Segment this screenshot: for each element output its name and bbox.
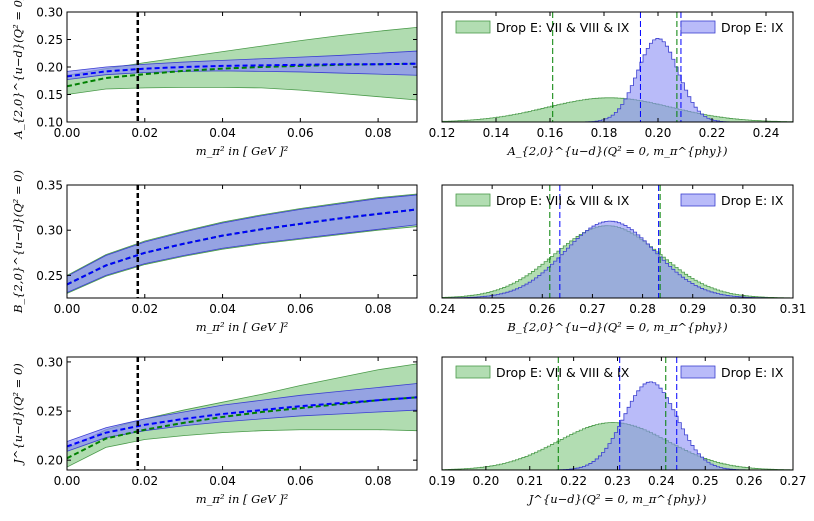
- y-tick-label: 0.10: [36, 116, 63, 130]
- panel-b-histogram: 0.24 0.25 0.26 0.27 0.28 0.29 0.30 0.31 B_{2,0}^…: [429, 184, 807, 334]
- x-tick-label: 0.20: [645, 126, 672, 140]
- x-tick-label: 0.25: [479, 302, 506, 316]
- legend-label: Drop E: VII & VIII & IX: [496, 20, 630, 35]
- y-tick-label: 0.25: [36, 405, 63, 419]
- y-tick-label: 0.30: [36, 6, 63, 20]
- x-tick-label: 0.08: [365, 126, 392, 140]
- legend-swatch-blue: [680, 193, 716, 207]
- blue-histogram: [442, 38, 793, 122]
- panel-a-vs-mpi2: 0.00 0.02 0.04 0.06 0.08 0.10 0.15 0.20 0.25 0.30…: [11, 0, 418, 158]
- x-tick-label: 0.14: [483, 126, 510, 140]
- x-tick-label: 0.00: [54, 474, 81, 488]
- x-tick-label: 0.24: [429, 302, 456, 316]
- x-axis-label: m_π² in [ GeV ]²: [196, 144, 289, 158]
- blue-fit-line: [67, 62, 417, 78]
- legend-label: Drop E: IX: [721, 193, 784, 208]
- legend-label: Drop E: VII & VIII & IX: [496, 193, 630, 208]
- x-tick-label: 0.00: [54, 126, 81, 140]
- axes-frame: [441, 11, 794, 123]
- x-axis-label: J^{u−d}(Q² = 0, m_π^{phy}): [527, 492, 707, 506]
- blue-histogram: [442, 220, 793, 298]
- axes-frame: [66, 184, 418, 299]
- x-tick-label: 0.22: [560, 474, 587, 488]
- x-tick-label: 0.18: [591, 126, 618, 140]
- y-tick-label: 0.15: [36, 88, 63, 102]
- x-tick-label: 0.26: [529, 302, 556, 316]
- y-tick-label: 0.35: [36, 179, 63, 193]
- y-tick-label: 0.30: [36, 224, 63, 238]
- x-tick-label: 0.08: [365, 474, 392, 488]
- x-tick-label: 0.23: [604, 474, 631, 488]
- y-tick-label: 0.20: [36, 454, 63, 468]
- y-axis-label: J^{u−d}(Q² = 0): [11, 363, 25, 466]
- x-tick-label: 0.26: [736, 474, 763, 488]
- x-tick-label: 0.04: [209, 302, 236, 316]
- x-tick-label: 0.24: [648, 474, 675, 488]
- y-tick-label: 0.20: [36, 61, 63, 75]
- x-axis-label: m_π² in [ GeV ]²: [196, 492, 289, 506]
- x-tick-label: 0.28: [629, 302, 656, 316]
- x-tick-label: 0.08: [365, 302, 392, 316]
- x-tick-label: 0.16: [537, 126, 564, 140]
- legend-swatch-green: [455, 193, 491, 207]
- axes-frame: [66, 356, 418, 471]
- y-tick-label: 0.25: [36, 33, 63, 47]
- x-axis-label: m_π² in [ GeV ]²: [196, 320, 289, 334]
- x-tick-label: 0.06: [287, 302, 314, 316]
- x-tick-label: 0.02: [131, 302, 158, 316]
- x-tick-label: 0.04: [209, 474, 236, 488]
- axes-frame: [441, 184, 794, 299]
- x-tick-label: 0.04: [209, 126, 236, 140]
- legend-swatch-blue: [680, 20, 716, 34]
- y-axis-label: B_{2,0}^{u−d}(Q² = 0): [11, 170, 25, 314]
- legend-swatch-green: [455, 20, 491, 34]
- panel-j-histogram: 0.19 0.20 0.21 0.22 0.23 0.24 0.25 0.26 0.27 J^{u…: [429, 356, 807, 506]
- x-tick-label: 0.21: [516, 474, 543, 488]
- blue-band: [67, 194, 417, 294]
- x-axis-label: A_{2,0}^{u−d}(Q² = 0, m_π^{phy}): [507, 144, 728, 158]
- panel-a-histogram: 0.12 0.14 0.16 0.18 0.20 0.22 0.24 A_{2,0}^{u−d…: [429, 11, 794, 158]
- blue-fit-line: [67, 396, 417, 448]
- legend-label: Drop E: VII & VIII & IX: [496, 365, 630, 380]
- y-tick-label: 0.25: [36, 269, 63, 283]
- legend-label: Drop E: IX: [721, 20, 784, 35]
- x-tick-label: 0.25: [692, 474, 719, 488]
- x-tick-label: 0.19: [429, 474, 456, 488]
- x-axis-label: B_{2,0}^{u−d}(Q² = 0, m_π^{phy}): [506, 320, 727, 334]
- x-tick-label: 0.12: [429, 126, 456, 140]
- legend-label: Drop E: IX: [721, 365, 784, 380]
- x-tick-label: 0.20: [473, 474, 500, 488]
- y-axis-label: A_{2,0}^{u−d}(Q² = 0): [11, 0, 25, 139]
- panel-b-vs-mpi2: 0.00 0.02 0.04 0.06 0.08 0.25 0.30 0.35 m_π² in …: [11, 170, 418, 334]
- legend-swatch-blue: [680, 365, 716, 379]
- x-tick-label: 0.02: [131, 126, 158, 140]
- y-tick-label: 0.30: [36, 355, 63, 369]
- x-tick-label: 0.00: [54, 302, 81, 316]
- x-tick-label: 0.22: [699, 126, 726, 140]
- x-tick-label: 0.30: [729, 302, 756, 316]
- panel-j-vs-mpi2: 0.00 0.02 0.04 0.06 0.08 0.20 0.25 0.30 m_π² in …: [11, 355, 418, 506]
- x-tick-label: 0.27: [579, 302, 606, 316]
- legend-swatch-green: [455, 365, 491, 379]
- x-tick-label: 0.02: [131, 474, 158, 488]
- blue-band: [67, 383, 417, 452]
- x-tick-label: 0.06: [287, 126, 314, 140]
- x-tick-label: 0.24: [753, 126, 780, 140]
- x-tick-label: 0.06: [287, 474, 314, 488]
- x-tick-label: 0.27: [780, 474, 807, 488]
- x-tick-label: 0.31: [780, 302, 807, 316]
- x-tick-label: 0.29: [679, 302, 706, 316]
